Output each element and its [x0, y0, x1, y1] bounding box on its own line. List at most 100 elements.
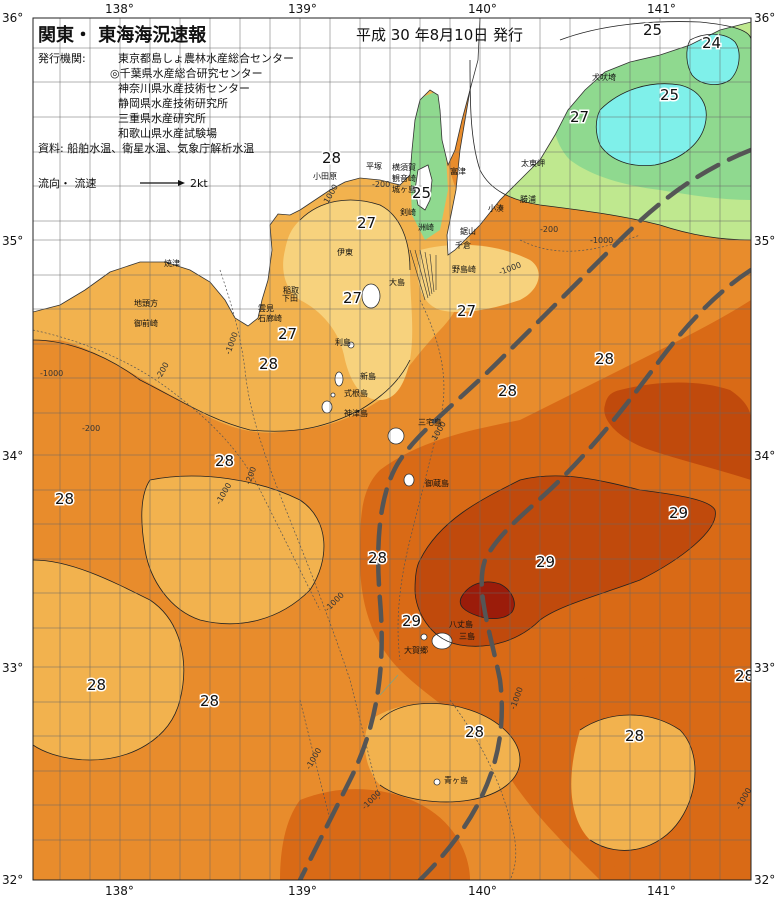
lon-label-bottom: 139° [288, 884, 317, 898]
lat-label-left: 36° [2, 11, 23, 25]
current-legend-label: 流向・ 流速 [38, 176, 97, 190]
island-kozu [321, 400, 333, 414]
place-label: 石廊崎 [258, 313, 282, 323]
sea-zone-27-5-west [33, 560, 184, 760]
lon-label-bottom: 140° [468, 884, 497, 898]
place-label: 観音崎 [392, 173, 416, 183]
place-label: 雲見 [258, 304, 274, 313]
place-label: 御前崎 [134, 318, 158, 328]
lon-label-top: 141° [647, 2, 676, 16]
lat-label-left: 34° [2, 449, 23, 463]
place-names: 平塚 横須賀 小田原 観音崎 城ヶ島 富津 剣崎 洲崎 伊東 鋸山 千倉 大島 … [134, 72, 616, 785]
lat-label-left: 33° [2, 661, 23, 675]
isotherm-label: 28 [498, 382, 517, 400]
place-label: 式根島 [344, 388, 368, 398]
sea-zone-27-5-mid [141, 476, 324, 624]
lat-label-right: 34° [754, 449, 775, 463]
issuer-item: 東京都島しょ農林水産総合センター [118, 51, 294, 65]
isotherm-labels: 25 24 25 27 28 25 27 27 27 27 28 28 28 2… [54, 20, 754, 747]
isotherm-label: 28 [259, 355, 278, 373]
land-boso [446, 18, 751, 256]
isotherm-label: 28 [595, 350, 614, 368]
place-label: 洲崎 [418, 222, 434, 232]
sea-zone-27-5-se [571, 715, 695, 851]
isotherm-label: 27 [570, 108, 589, 126]
sea-zone-28-5-south [280, 789, 470, 880]
place-label: 三宅島 [418, 417, 442, 427]
lat-label-left: 32° [2, 873, 23, 887]
place-label: 小湊 [488, 203, 504, 213]
sea-zone-27-east [418, 244, 539, 312]
place-label: 城ヶ島 [392, 184, 416, 194]
map-frame [32, 17, 752, 881]
isotherm-lines [33, 21, 751, 851]
depth-contours [33, 234, 641, 880]
place-label: 千倉 [455, 240, 471, 250]
map-header: 関東・ 東海海況速報 平成 30 年8月10日 発行 発行機関: 東京都島しょ農… [38, 24, 523, 190]
island-toshima [347, 341, 355, 349]
island-oshima [361, 283, 381, 309]
land-miura [414, 164, 433, 211]
issue-date: 平成 30 年8月10日 発行 [356, 26, 523, 44]
place-label: 新島 [360, 371, 376, 381]
isotherm-label: 28 [368, 549, 387, 567]
isotherm-label: 27 [278, 325, 297, 343]
island-mikura [403, 473, 415, 487]
grid [33, 18, 751, 880]
place-label: 三島 [459, 631, 475, 641]
island-hachijo [431, 632, 453, 650]
isotherm-label: 29 [536, 553, 555, 571]
sea-zone-24 [596, 83, 707, 166]
isotherm-label: 28 [87, 676, 106, 694]
sea-zone-24-north [686, 34, 740, 85]
isotherm-label: 27 [457, 302, 476, 320]
sea-zone-29-east [604, 382, 751, 480]
depth-label: -1000 [40, 369, 63, 378]
island-hachijo-kojima [420, 633, 428, 641]
lat-label-right: 35° [754, 234, 775, 248]
lon-label-bottom: 138° [105, 884, 134, 898]
place-label: 横須賀 [392, 162, 416, 172]
isotherm-label: 25 [660, 86, 679, 104]
island-niijima [334, 371, 344, 387]
lon-label-top: 138° [105, 2, 134, 16]
lon-label-top: 140° [468, 2, 497, 16]
isotherm-label: 28 [735, 667, 754, 685]
isotherm-label: 28 [465, 723, 484, 741]
isotherm-label: 29 [669, 504, 688, 522]
place-label: 下田 [282, 294, 298, 303]
place-label: 富津 [450, 166, 466, 176]
place-label: 御蔵島 [425, 478, 449, 488]
data-sources: 資料: 船舶水温、衛星水温、気象庁解析水温 [38, 141, 254, 155]
issuer-item: 神奈川県水産技術センター [118, 81, 250, 95]
place-label: 稲取 [283, 285, 299, 295]
isotherm-label: 24 [702, 34, 721, 52]
lon-label-bottom: 141° [647, 884, 676, 898]
place-label: 鋸山 [460, 226, 476, 236]
place-label: 焼津 [164, 258, 180, 268]
depth-label: -200 [372, 180, 390, 189]
map-title: 関東・ 東海海況速報 [38, 24, 207, 46]
place-label: 勝浦 [520, 194, 536, 204]
land-honshu [33, 18, 481, 327]
place-label: 大賀郷 [404, 645, 428, 655]
current-arrows [379, 249, 437, 696]
place-label: 八丈島 [449, 619, 473, 629]
place-label: 太東岬 [521, 158, 545, 168]
issuer-item: 三重県水産研究所 [118, 111, 206, 125]
kuroshio-axis [297, 147, 751, 880]
lat-label-right: 36° [754, 11, 775, 25]
isotherm-label: 27 [357, 214, 376, 232]
isotherm-label: 28 [215, 452, 234, 470]
place-label: 地頭方 [134, 298, 158, 308]
issuer-item: 和歌山県水産試験場 [118, 126, 217, 140]
sea-zone-27 [283, 200, 413, 400]
depth-label: -1000 [590, 236, 613, 245]
island-shikine [330, 392, 336, 398]
place-label: 利島 [335, 337, 351, 347]
place-label: 青ヶ島 [444, 775, 468, 785]
island-miyake [387, 427, 405, 445]
sea-zone-27-5-south [364, 703, 520, 802]
place-label: 平塚 [366, 162, 382, 171]
